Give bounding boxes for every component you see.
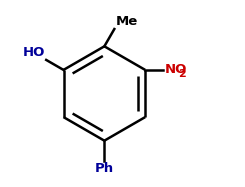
Text: Me: Me <box>116 15 138 28</box>
Text: Ph: Ph <box>95 163 114 175</box>
Text: 2: 2 <box>178 69 186 79</box>
Text: NO: NO <box>164 63 187 76</box>
Text: HO: HO <box>23 46 45 59</box>
